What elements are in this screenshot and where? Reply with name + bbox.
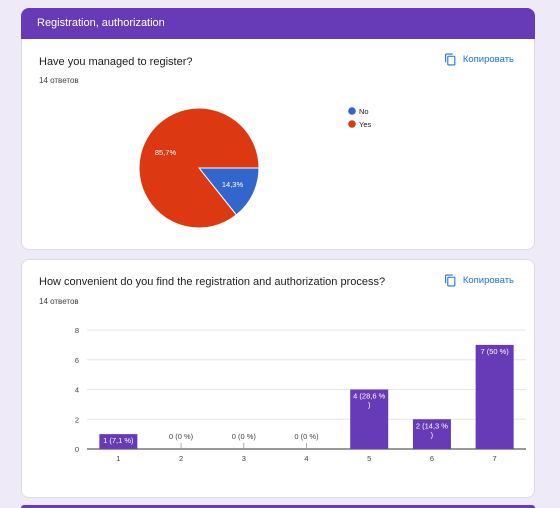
pie-slice-yes [138, 107, 260, 229]
bar-data-label: 1 (7,1 %) [103, 436, 134, 445]
question-card-convenience: How convenient do you find the registrat… [21, 259, 535, 498]
next-section-header [21, 505, 535, 508]
question-title: How convenient do you find the registrat… [39, 276, 386, 288]
pie-label-no: 14,3% [222, 180, 244, 189]
bar-chart: 0 2 4 6 8 1 1 (7,1 %) 2 0 (0 %) 3 0 (0 %) 4 0 (0 %)… [75, 326, 526, 463]
x-tick-label: 7 [493, 454, 497, 463]
question-title: Have you managed to register? [39, 56, 193, 68]
bar-data-label: ) [431, 430, 434, 439]
response-count: 14 ответов [39, 297, 79, 306]
y-tick-label: 2 [75, 415, 79, 424]
y-tick-label: 6 [75, 356, 79, 365]
bar-data-label: 0 (0 %) [294, 432, 319, 441]
x-tick-label: 5 [367, 454, 371, 463]
copy-icon [444, 53, 456, 66]
copy-label: Копировать [462, 54, 514, 65]
x-tick-label: 2 [179, 454, 183, 463]
x-tick-label: 4 [304, 454, 308, 463]
legend-label-yes: Yes [359, 120, 371, 129]
section-header: Registration, authorization [21, 8, 535, 40]
bar-data-label: 4 (28,6 % [353, 392, 385, 401]
y-tick-label: 0 [75, 445, 79, 454]
legend-dot-no [348, 107, 356, 115]
bar-data-label: 7 (50 %) [480, 347, 509, 356]
bar [412, 419, 451, 449]
pie-label-yes: 85,7% [155, 148, 177, 157]
copy-chart-button[interactable]: Копировать [444, 274, 514, 287]
bar [99, 434, 138, 449]
copy-chart-button[interactable]: Копировать [444, 53, 514, 66]
bar-data-label: 0 (0 %) [169, 432, 194, 441]
bar [350, 389, 389, 449]
pie-slice-no [197, 167, 260, 216]
legend-dot-yes [348, 120, 356, 128]
copy-label: Копировать [462, 275, 514, 286]
x-tick-label: 3 [242, 454, 246, 463]
bar [475, 344, 514, 449]
pie-chart: 14,3% 85,7% No Yes [138, 107, 371, 229]
question-card-register: Have you managed to register? 14 ответов… [21, 39, 535, 250]
bar-data-label: ) [368, 401, 371, 410]
bar-data-label: 0 (0 %) [232, 432, 257, 441]
x-tick-label: 1 [116, 454, 120, 463]
copy-icon [444, 274, 456, 287]
pie-legend: No Yes [348, 107, 371, 129]
legend-label-no: No [359, 107, 369, 116]
y-tick-label: 4 [75, 386, 79, 395]
response-count: 14 ответов [39, 76, 79, 85]
bar-data-label: 2 (14,3 % [416, 421, 448, 430]
section-title: Registration, authorization [37, 17, 165, 29]
y-tick-label: 8 [75, 326, 79, 335]
x-tick-label: 6 [430, 454, 434, 463]
